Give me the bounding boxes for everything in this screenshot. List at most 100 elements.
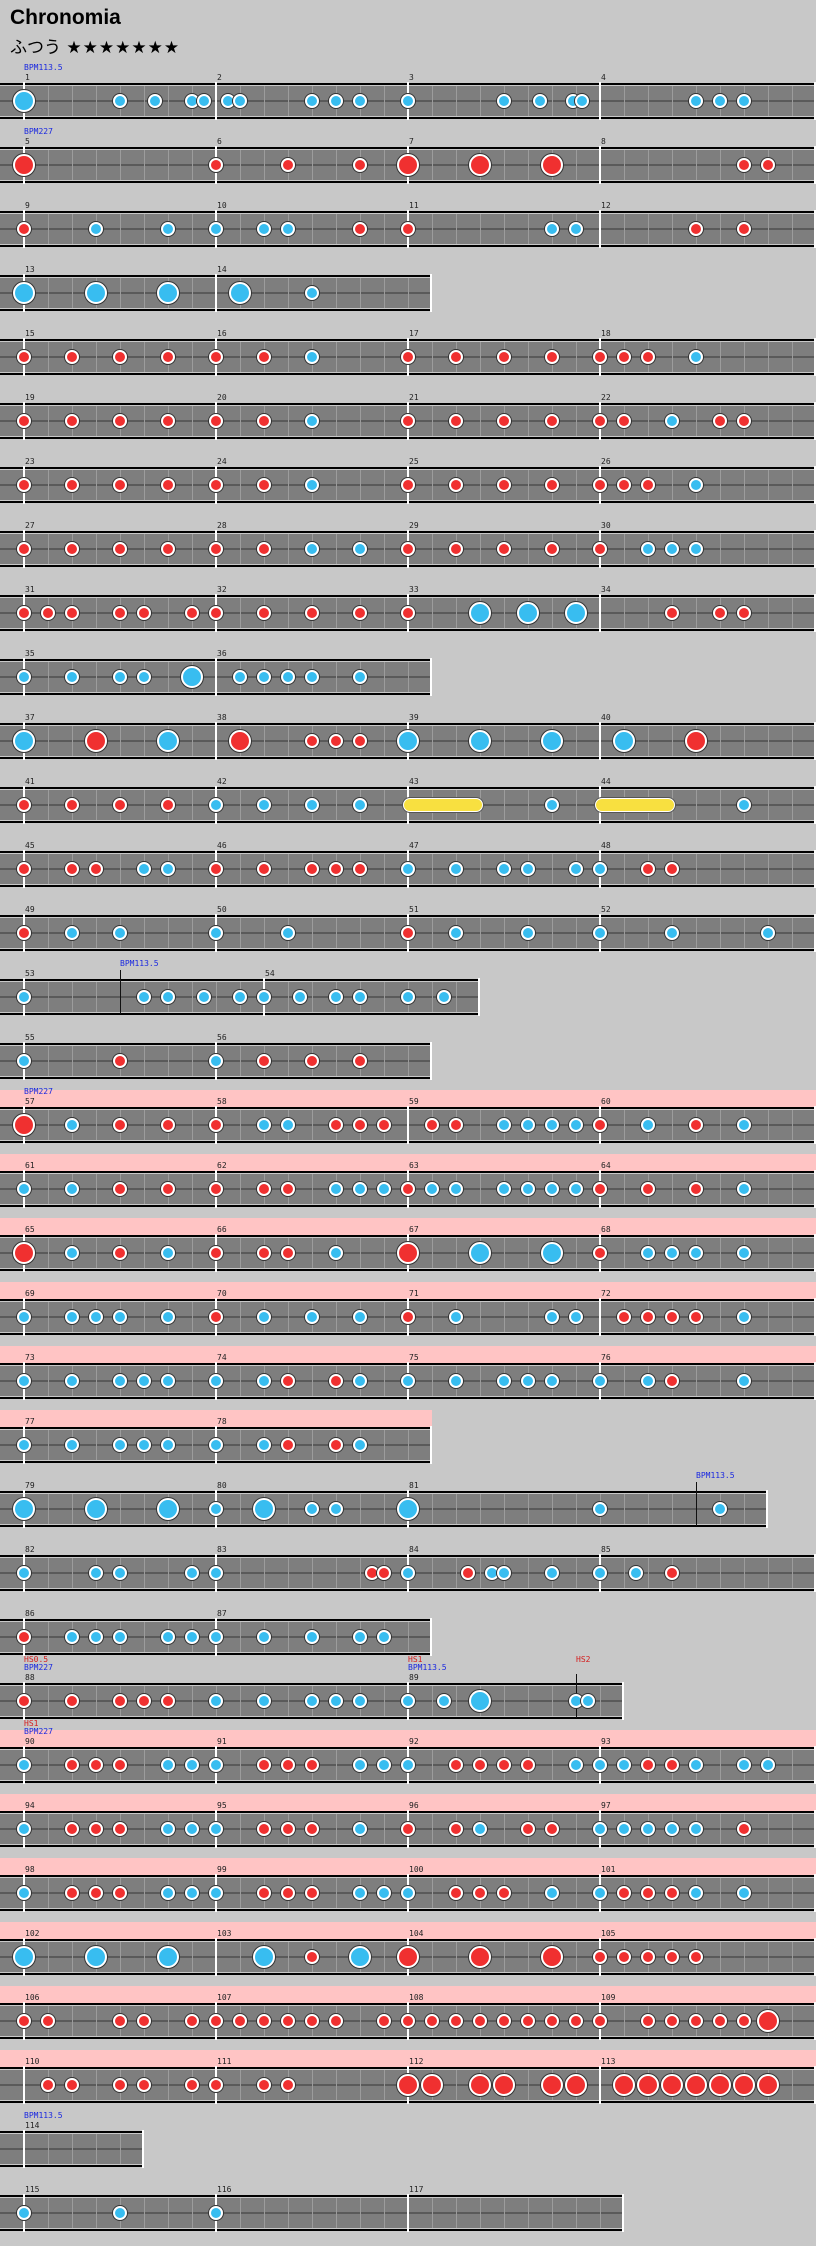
measure-number: 9 <box>25 201 30 210</box>
measure-number: 39 <box>409 713 419 722</box>
beat-tick <box>312 1430 313 1460</box>
beat-tick <box>432 1686 433 1716</box>
beat-tick <box>240 214 241 244</box>
beat-tick <box>192 1942 193 1972</box>
beat-tick <box>288 790 289 820</box>
beat-tick <box>120 1942 121 1972</box>
beat-tick <box>192 406 193 436</box>
ka-note <box>209 1566 223 1580</box>
beat-tick <box>432 726 433 756</box>
don-note <box>65 1694 79 1708</box>
beat-tick <box>552 1494 553 1524</box>
don-note <box>593 414 607 428</box>
beat-tick <box>336 534 337 564</box>
ka-note <box>401 1886 415 1900</box>
don-note <box>449 1822 463 1836</box>
don-note <box>305 1822 319 1836</box>
don-note <box>209 542 223 556</box>
beat-tick <box>672 86 673 116</box>
beat-tick <box>336 662 337 692</box>
don-note <box>401 606 415 620</box>
ka-note <box>65 1374 79 1388</box>
don-note <box>209 1182 223 1196</box>
measure-number: 87 <box>217 1609 227 1618</box>
ka-note <box>185 1630 199 1644</box>
don-note <box>461 1566 475 1580</box>
ka-note <box>545 1118 559 1132</box>
don-big-note <box>541 154 563 176</box>
don-note <box>65 2078 79 2092</box>
don-note <box>353 1118 367 1132</box>
measure-number: 76 <box>601 1353 611 1362</box>
don-big-note <box>685 730 707 752</box>
ka-note <box>545 1566 559 1580</box>
don-big-note <box>613 2074 635 2096</box>
ka-note <box>545 1374 559 1388</box>
beat-tick <box>384 854 385 884</box>
don-note <box>209 158 223 172</box>
don-note <box>497 350 511 364</box>
beat-tick <box>264 2198 265 2228</box>
beat-tick <box>336 214 337 244</box>
gogo-band <box>0 1410 432 1428</box>
don-note <box>593 2014 607 2028</box>
don-note <box>113 1054 127 1068</box>
don-note <box>593 478 607 492</box>
beat-tick <box>144 1814 145 1844</box>
beat-tick <box>72 1046 73 1076</box>
ka-note <box>497 94 511 108</box>
beat-tick <box>144 790 145 820</box>
measure-number: 4 <box>601 73 606 82</box>
measure-number: 99 <box>217 1865 227 1874</box>
measure-barline-end <box>814 210 816 248</box>
don-note <box>17 414 31 428</box>
measure-barline-end <box>814 850 816 888</box>
beat-tick <box>96 534 97 564</box>
ka-note <box>305 350 319 364</box>
beat-tick <box>720 534 721 564</box>
beat-tick <box>120 726 121 756</box>
beat-tick <box>264 918 265 948</box>
beat-tick <box>192 150 193 180</box>
ka-note <box>569 862 583 876</box>
beat-tick <box>720 854 721 884</box>
don-note <box>209 478 223 492</box>
beat-tick <box>264 150 265 180</box>
ka-note <box>521 1182 535 1196</box>
don-note <box>161 1694 175 1708</box>
beat-tick <box>576 2198 577 2228</box>
ka-note <box>305 478 319 492</box>
beat-tick <box>792 854 793 884</box>
beat-tick <box>792 1174 793 1204</box>
don-note <box>257 2014 271 2028</box>
beat-tick <box>240 150 241 180</box>
measure-number: 74 <box>217 1353 227 1362</box>
don-note <box>353 158 367 172</box>
don-note <box>401 542 415 556</box>
bpm-change-marker <box>696 1482 697 1526</box>
don-note <box>209 1118 223 1132</box>
beat-tick <box>768 1174 769 1204</box>
don-note <box>449 350 463 364</box>
beat-tick <box>432 854 433 884</box>
beat-tick <box>792 598 793 628</box>
ka-note <box>377 1886 391 1900</box>
measure-number: 1 <box>25 73 30 82</box>
measure-number: 35 <box>25 649 35 658</box>
beat-tick <box>528 406 529 436</box>
ka-note <box>17 1822 31 1836</box>
beat-tick <box>96 342 97 372</box>
beat-tick <box>480 470 481 500</box>
difficulty-label: ふつう <box>10 38 61 58</box>
beat-tick <box>576 1558 577 1588</box>
measure-number: 13 <box>25 265 35 274</box>
ka-note <box>17 1886 31 1900</box>
beat-tick <box>48 1430 49 1460</box>
measure-barline <box>599 722 601 760</box>
ka-note <box>17 1438 31 1452</box>
don-note <box>689 1310 703 1324</box>
ka-note <box>281 926 295 940</box>
beat-tick <box>144 1622 145 1652</box>
beat-tick <box>168 86 169 116</box>
tempo-label: HS2 <box>576 1655 591 1664</box>
